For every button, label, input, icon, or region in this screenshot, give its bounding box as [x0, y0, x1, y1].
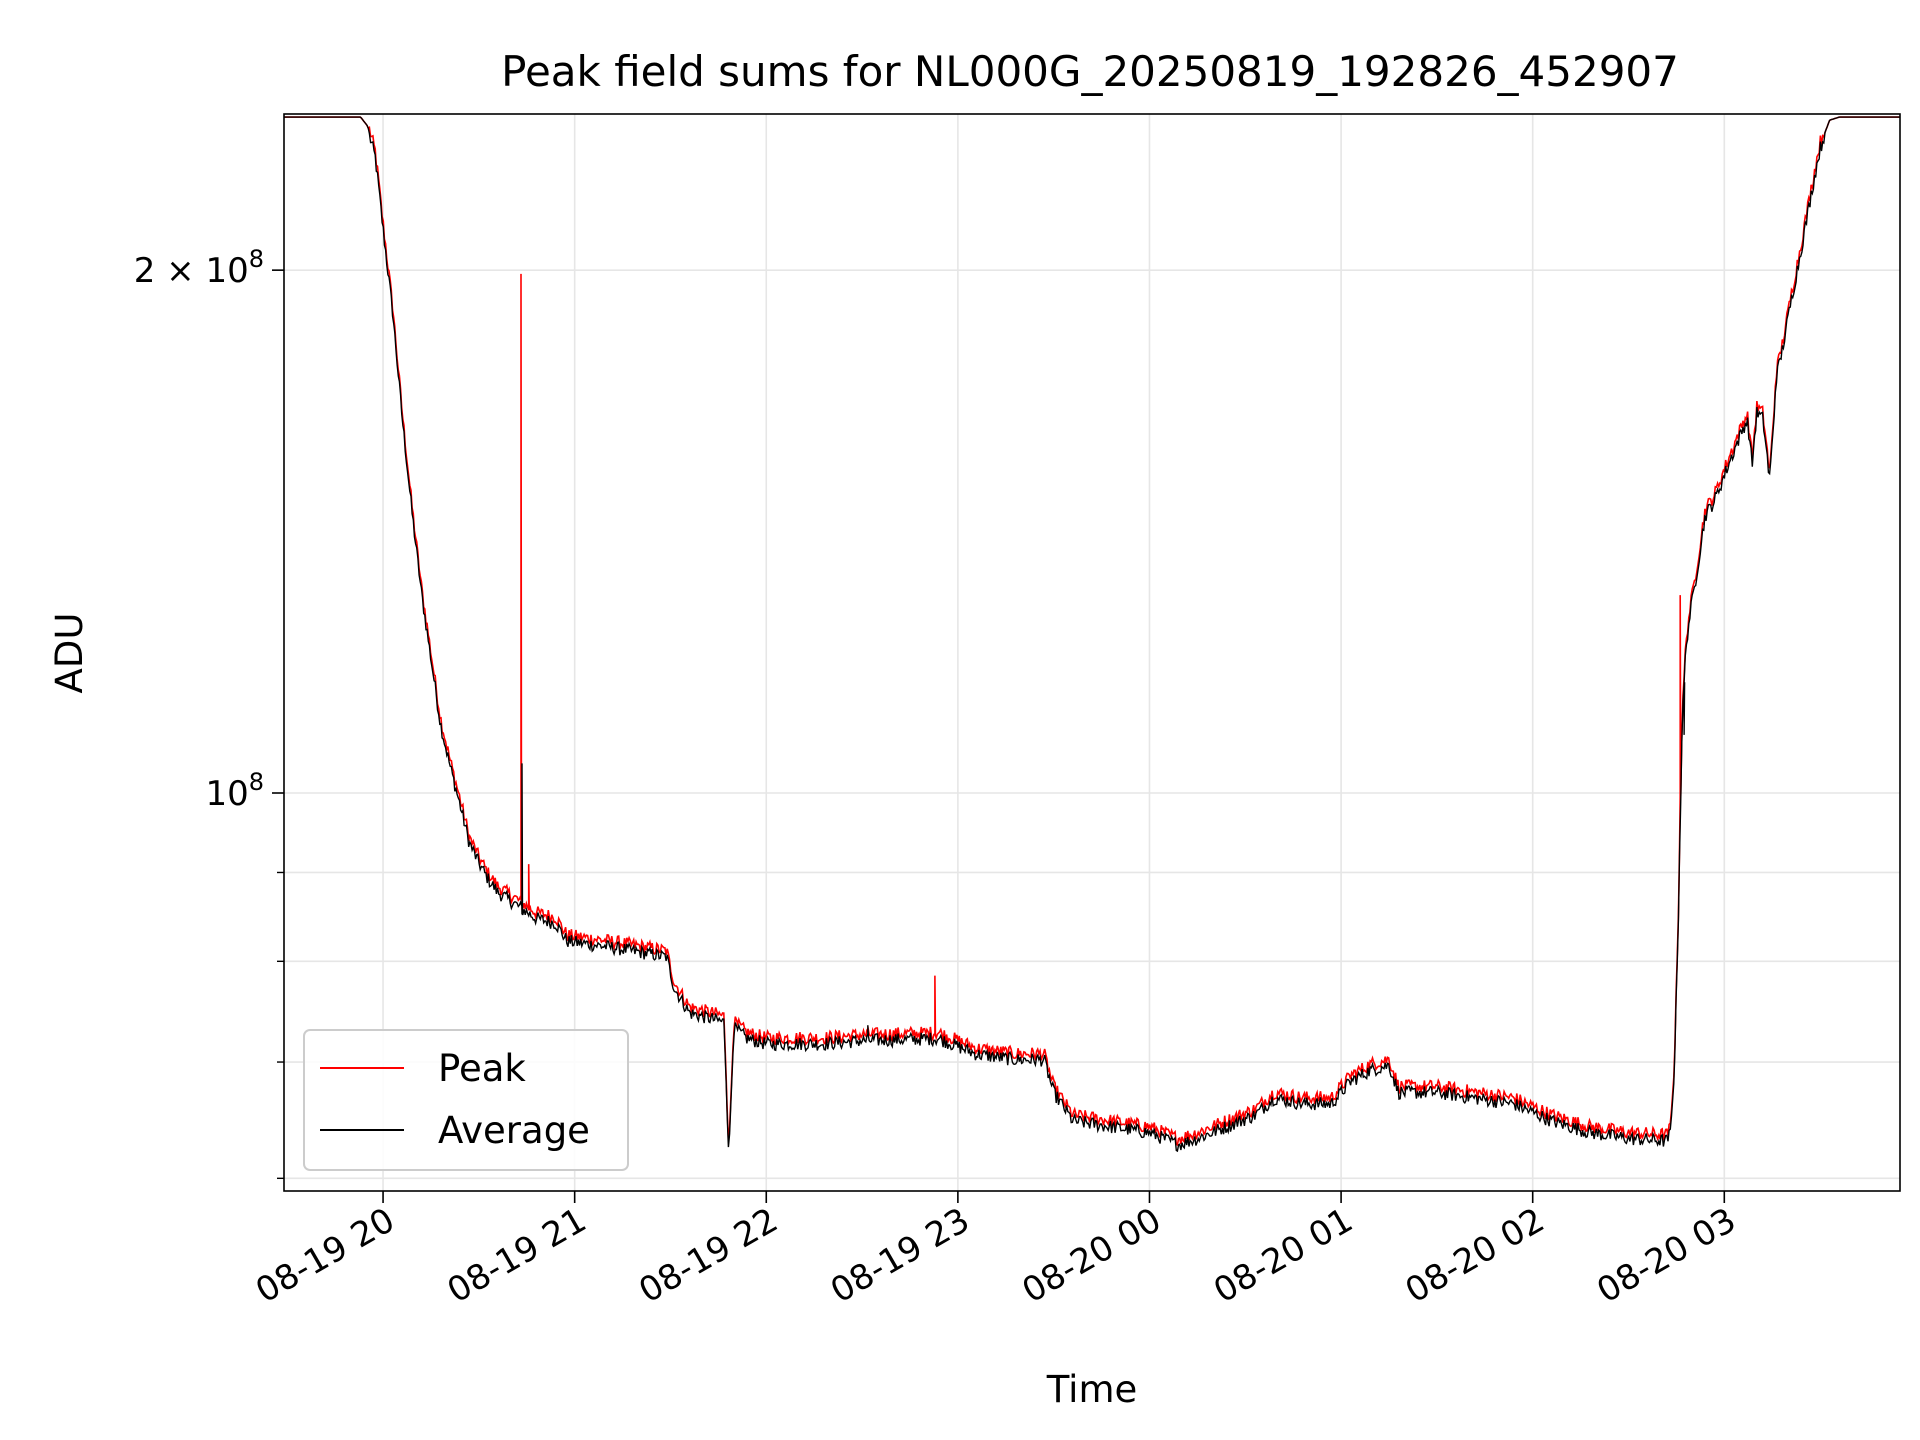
x-tick-label: 08-19 23 — [824, 1200, 976, 1311]
x-tick-label: 08-19 22 — [632, 1200, 784, 1311]
series-layer — [284, 116, 1900, 1153]
legend: Peak Average — [303, 1029, 629, 1171]
y-tick-label: 2 × 108 — [134, 245, 264, 291]
chart-title: Peak field sums for NL000G_20250819_1928… — [501, 47, 1679, 96]
x-axis-label: Time — [1046, 1368, 1138, 1411]
y-axis-label: ADU — [48, 613, 91, 694]
x-axis: 08-19 20 08-19 21 08-19 22 08-19 23 08-20 00… — [249, 1191, 1743, 1311]
x-tick-label: 08-20 03 — [1590, 1200, 1742, 1311]
x-tick-label: 08-20 01 — [1207, 1200, 1359, 1311]
y-tick-label: 108 — [205, 768, 264, 814]
legend-label-average: Average — [438, 1109, 590, 1152]
series-line-peak — [284, 116, 1900, 1147]
y-axis: 108 2 × 108 — [134, 245, 284, 1180]
x-tick-label: 08-19 20 — [249, 1200, 401, 1311]
legend-label-peak: Peak — [438, 1047, 526, 1090]
series-line-average — [284, 116, 1900, 1153]
legend-box — [303, 1029, 629, 1171]
x-tick-label: 08-19 21 — [441, 1200, 593, 1311]
grid-lines — [284, 114, 1900, 1191]
x-tick-label: 08-20 00 — [1016, 1200, 1168, 1311]
x-tick-label: 08-20 02 — [1399, 1200, 1551, 1311]
plot-frame — [283, 113, 1901, 1192]
